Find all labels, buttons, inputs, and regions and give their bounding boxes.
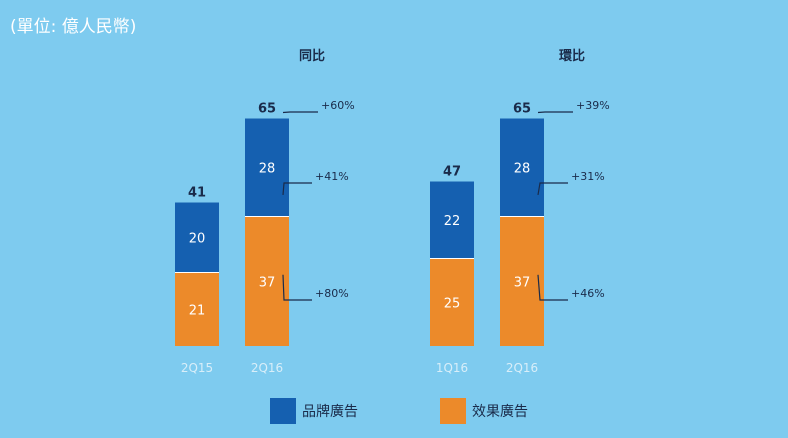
unit-note: (單位: 億人民幣) <box>10 17 137 37</box>
annotation-connector <box>282 111 318 114</box>
annotation-label: +41% <box>315 170 349 183</box>
data-label-performance: 25 <box>444 296 461 311</box>
bar-performance-ads <box>175 272 219 346</box>
data-label-total: 41 <box>188 186 206 201</box>
annotation-connector <box>537 274 568 301</box>
data-label-brand: 20 <box>189 232 206 247</box>
bar-brand-ads <box>500 118 544 217</box>
bar-brand-ads <box>245 118 289 217</box>
chart-title: 環比 <box>559 48 585 64</box>
bar-brand-ads <box>175 202 219 273</box>
annotation-connector <box>282 274 312 301</box>
legend-swatch <box>270 398 296 424</box>
data-label-performance: 37 <box>259 275 276 290</box>
annotation-connector <box>537 111 573 114</box>
bar-performance-ads <box>245 216 289 346</box>
data-label-brand: 28 <box>514 162 531 177</box>
annotation-connector <box>537 182 568 196</box>
annotation-label: +39% <box>576 99 610 112</box>
legend-swatch <box>440 398 466 424</box>
legend-label: 品牌廣告 <box>302 403 358 420</box>
legend-label: 效果廣告 <box>472 403 528 420</box>
data-label-brand: 28 <box>259 162 276 177</box>
data-label-total: 65 <box>513 102 531 117</box>
annotation-label: +80% <box>315 287 349 300</box>
x-tick-label: 2Q15 <box>181 361 213 375</box>
data-label-performance: 37 <box>514 275 531 290</box>
data-label-total: 47 <box>443 165 461 180</box>
data-label-performance: 21 <box>189 303 206 318</box>
x-tick-label: 2Q16 <box>251 361 283 375</box>
annotation-label: +60% <box>321 99 355 112</box>
annotation-connector <box>282 182 312 195</box>
x-tick-label: 2Q16 <box>506 361 538 375</box>
bar-brand-ads <box>430 181 474 259</box>
chart-title: 同比 <box>299 48 325 64</box>
data-label-brand: 22 <box>444 214 461 229</box>
data-label-total: 65 <box>258 102 276 117</box>
bar-performance-ads <box>500 216 544 346</box>
annotation-label: +31% <box>571 170 605 183</box>
annotation-label: +46% <box>571 287 605 300</box>
x-tick-label: 1Q16 <box>436 361 468 375</box>
bar-performance-ads <box>430 258 474 346</box>
